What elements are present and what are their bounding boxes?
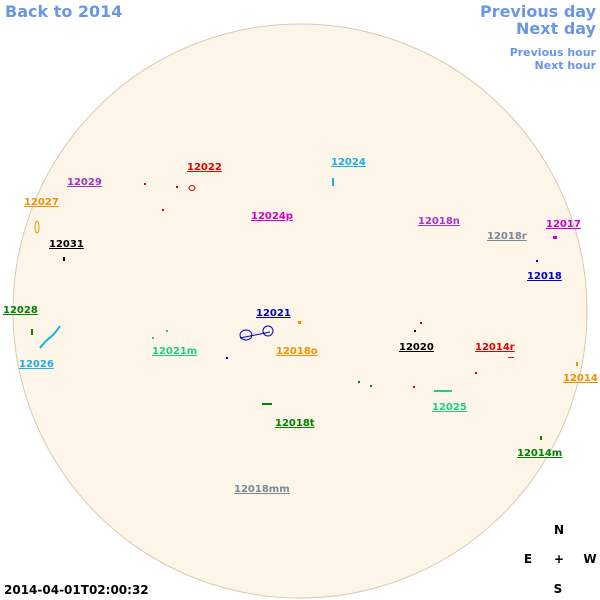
compass-west: W bbox=[583, 552, 596, 566]
region-label[interactable]: 12018mm bbox=[234, 484, 290, 495]
spot bbox=[508, 357, 514, 358]
spot bbox=[540, 436, 542, 440]
spot bbox=[370, 385, 372, 387]
back-link[interactable]: Back to 2014 bbox=[5, 2, 122, 21]
region-label[interactable]: 12014 bbox=[563, 373, 598, 384]
spot bbox=[166, 330, 168, 332]
compass-east: E bbox=[524, 552, 532, 566]
region-label[interactable]: 12021m bbox=[152, 346, 197, 357]
spot bbox=[262, 403, 272, 405]
spot bbox=[144, 183, 146, 185]
spot bbox=[536, 260, 538, 262]
solar-disk bbox=[12, 23, 588, 599]
spot bbox=[226, 357, 228, 359]
spot bbox=[31, 329, 33, 335]
region-label[interactable]: 12029 bbox=[67, 177, 102, 188]
spot bbox=[332, 178, 334, 186]
spot bbox=[358, 381, 360, 383]
region-label[interactable]: 12026 bbox=[19, 359, 54, 370]
sunspots bbox=[31, 178, 578, 440]
region-label[interactable]: 12024p bbox=[251, 211, 293, 222]
region-label[interactable]: 12021 bbox=[256, 308, 291, 319]
spot bbox=[176, 186, 178, 188]
next-hour-link[interactable]: Next hour bbox=[535, 59, 597, 72]
region-label[interactable]: 12018 bbox=[527, 271, 562, 282]
spot bbox=[63, 257, 65, 261]
spot bbox=[39, 325, 61, 349]
region-label[interactable]: 12018r bbox=[487, 231, 527, 242]
compass: N E + W S bbox=[524, 523, 597, 596]
spot bbox=[576, 362, 578, 366]
spot bbox=[239, 331, 271, 339]
region-label[interactable]: 12018t bbox=[275, 418, 315, 429]
compass-center: + bbox=[554, 552, 564, 566]
region-labels: 12022 12024 12029 12027 12024p 12018n 12… bbox=[3, 157, 598, 495]
previous-hour-link[interactable]: Previous hour bbox=[510, 46, 597, 59]
spot bbox=[420, 322, 422, 324]
spot bbox=[413, 386, 415, 388]
region-label[interactable]: 12027 bbox=[24, 197, 59, 208]
region-label[interactable]: 12017 bbox=[546, 219, 581, 230]
next-day-link[interactable]: Next day bbox=[516, 19, 597, 38]
spot bbox=[152, 337, 154, 339]
spot bbox=[553, 236, 557, 239]
region-label[interactable]: 12028 bbox=[3, 305, 38, 316]
region-label[interactable]: 12024 bbox=[331, 157, 366, 168]
spot bbox=[434, 390, 452, 392]
region-label[interactable]: 12022 bbox=[187, 162, 222, 173]
spot bbox=[188, 185, 196, 191]
spot bbox=[414, 330, 416, 332]
region-label[interactable]: 12031 bbox=[49, 239, 84, 250]
spot bbox=[475, 372, 477, 374]
region-label[interactable]: 12018o bbox=[276, 346, 318, 357]
compass-south: S bbox=[554, 582, 563, 596]
timestamp: 2014-04-01T02:00:32 bbox=[4, 583, 149, 597]
spot bbox=[239, 329, 253, 341]
spot bbox=[34, 220, 40, 234]
region-label[interactable]: 12025 bbox=[432, 402, 467, 413]
compass-north: N bbox=[554, 523, 564, 537]
spot bbox=[162, 209, 164, 211]
region-label[interactable]: 12020 bbox=[399, 342, 434, 353]
spot bbox=[298, 321, 301, 324]
region-label[interactable]: 12014m bbox=[517, 448, 562, 459]
previous-day-link[interactable]: Previous day bbox=[480, 2, 597, 21]
region-label[interactable]: 12018n bbox=[418, 216, 460, 227]
region-label[interactable]: 12014r bbox=[475, 342, 515, 353]
spot bbox=[262, 325, 274, 337]
